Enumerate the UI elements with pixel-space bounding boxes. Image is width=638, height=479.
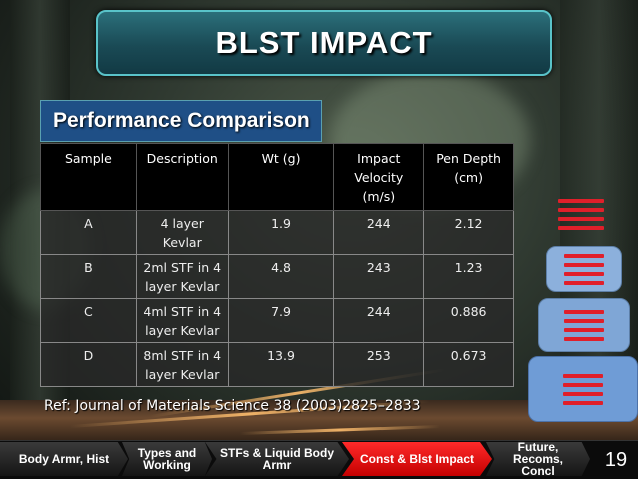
header-pen-depth: Pen Depth (cm) — [423, 143, 514, 211]
cell-sample: D — [40, 342, 137, 387]
cell-pen-depth: 2.12 — [423, 210, 514, 255]
table-row: C 4ml STF in 4 layer Kevlar 7.9 244 0.88… — [40, 298, 514, 343]
cell-impact-velocity: 244 — [333, 298, 425, 343]
performance-table: Sample Description Wt (g) Impact Velocit… — [40, 143, 514, 387]
cell-sample: C — [40, 298, 137, 343]
menu-icon[interactable] — [538, 298, 630, 352]
cell-description: 4 layer Kevlar — [135, 210, 229, 255]
nav-tab-types-and-working[interactable]: Types and Working — [122, 442, 212, 476]
slide-title: BLST IMPACT — [215, 25, 433, 60]
table-row: B 2ml STF in 4 layer Kevlar 4.8 243 1.23 — [40, 254, 514, 299]
nav-tab-stfs-liquid-body-armor[interactable]: STFs & Liquid Body Armr — [205, 442, 349, 476]
cell-impact-velocity: 253 — [333, 342, 425, 387]
cell-pen-depth: 0.673 — [423, 342, 514, 387]
table-row: A 4 layer Kevlar 1.9 244 2.12 — [40, 210, 514, 255]
table-row: D 8ml STF in 4 layer Kevlar 13.9 253 0.6… — [40, 342, 514, 387]
cell-description: 2ml STF in 4 layer Kevlar — [135, 254, 229, 299]
menu-icon[interactable] — [528, 356, 638, 422]
cell-pen-depth: 0.886 — [423, 298, 514, 343]
cell-sample: B — [40, 254, 137, 299]
cell-sample: A — [40, 210, 137, 255]
header-description: Description — [135, 143, 229, 211]
header-impact-velocity: Impact Velocity (m/s) — [333, 143, 425, 211]
table-header-row: Sample Description Wt (g) Impact Velocit… — [40, 143, 514, 211]
header-sample: Sample — [40, 143, 137, 211]
cell-weight: 7.9 — [227, 298, 335, 343]
cell-description: 4ml STF in 4 layer Kevlar — [135, 298, 229, 343]
slide-title-box: BLST IMPACT — [96, 10, 552, 76]
nav-tab-body-armor-history[interactable]: Body Armr, Hist — [0, 442, 128, 476]
nav-tab-const-blast-impact[interactable]: Const & Blst Impact — [342, 442, 492, 476]
subtitle-box: Performance Comparison — [40, 100, 322, 142]
cell-weight: 13.9 — [227, 342, 335, 387]
page-number: 19 — [604, 448, 628, 471]
menu-icon[interactable] — [546, 246, 622, 292]
slide-subtitle: Performance Comparison — [53, 109, 310, 132]
menu-icon[interactable] — [553, 188, 609, 240]
cell-weight: 4.8 — [227, 254, 335, 299]
cell-impact-velocity: 243 — [333, 254, 425, 299]
header-weight: Wt (g) — [227, 143, 335, 211]
cell-impact-velocity: 244 — [333, 210, 425, 255]
cell-weight: 1.9 — [227, 210, 335, 255]
cell-description: 8ml STF in 4 layer Kevlar — [135, 342, 229, 387]
cell-pen-depth: 1.23 — [423, 254, 514, 299]
nav-tab-future-recommendations-conclusion[interactable]: Future, Recoms, Concl — [486, 442, 590, 476]
reference-citation: Ref: Journal of Materials Science 38 (20… — [44, 398, 421, 414]
